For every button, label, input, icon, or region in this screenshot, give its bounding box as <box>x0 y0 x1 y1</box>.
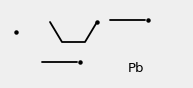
Text: Pb: Pb <box>128 62 145 75</box>
